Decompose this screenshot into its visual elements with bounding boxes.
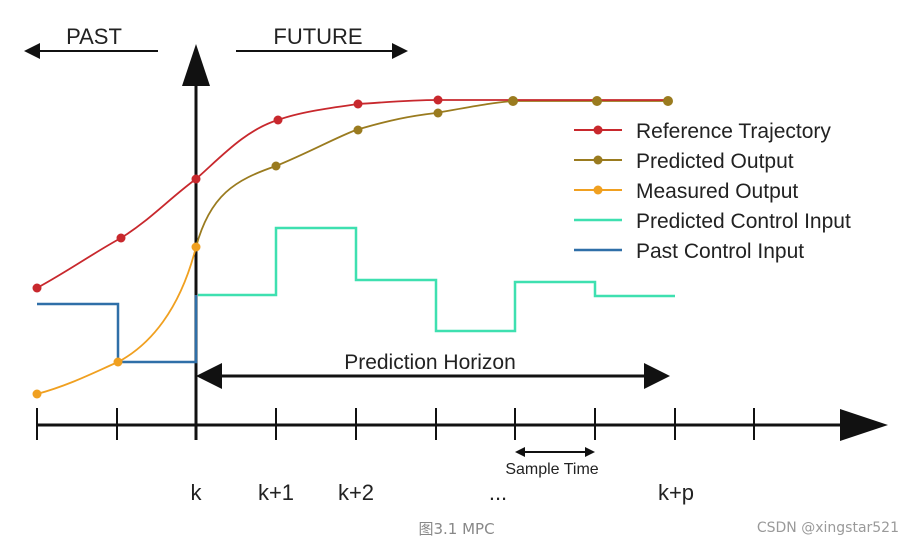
reference-trajectory-line [36, 99, 668, 289]
tick-label-k-plus-1: k+1 [258, 480, 294, 505]
legend-label: Reference Trajectory [636, 120, 831, 143]
legend-item-predicted-output: Predicted Output [574, 150, 794, 173]
tick-label-k-plus-2: k+2 [338, 480, 374, 505]
legend-label: Predicted Control Input [636, 210, 851, 233]
legend-label: Measured Output [636, 180, 798, 203]
figure-caption: 图3.1 MPC [418, 520, 495, 538]
time-axis-ticks [36, 408, 755, 440]
prediction-horizon-label: Prediction Horizon [344, 351, 516, 374]
sample-time-label: Sample Time [505, 461, 598, 478]
sample-time-arrow [515, 447, 595, 457]
tick-label-k-plus-p: k+p [658, 480, 694, 505]
legend: Reference Trajectory Predicted Output Me… [574, 120, 851, 263]
legend-item-predicted-control-input: Predicted Control Input [574, 210, 851, 233]
vertical-axis [182, 44, 210, 440]
past-control-input-line [37, 295, 198, 364]
watermark: CSDN @xingstar521 [756, 520, 899, 536]
measured-output-points [32, 242, 201, 399]
reference-trajectory-points [32, 95, 443, 293]
past-arrow [24, 43, 158, 59]
prediction-horizon-arrow [196, 363, 670, 389]
legend-label: Past Control Input [636, 240, 804, 263]
measured-output-line [36, 246, 197, 395]
past-label: PAST [66, 24, 122, 49]
legend-item-reference-trajectory: Reference Trajectory [574, 120, 831, 143]
future-arrow [236, 43, 408, 59]
time-axis [36, 409, 888, 441]
future-label: FUTURE [273, 24, 362, 49]
predicted-output-line [195, 100, 668, 248]
predicted-output-points [271, 96, 673, 171]
legend-label: Predicted Output [636, 150, 794, 173]
predicted-control-input-line [198, 226, 675, 333]
legend-item-past-control-input: Past Control Input [574, 240, 804, 263]
legend-item-measured-output: Measured Output [574, 180, 798, 203]
mpc-diagram: PAST FUTURE k k+1 k+2 ... k+p Sample Tim… [24, 24, 888, 505]
tick-label-ellipsis: ... [489, 480, 507, 505]
tick-label-k: k [191, 480, 203, 505]
